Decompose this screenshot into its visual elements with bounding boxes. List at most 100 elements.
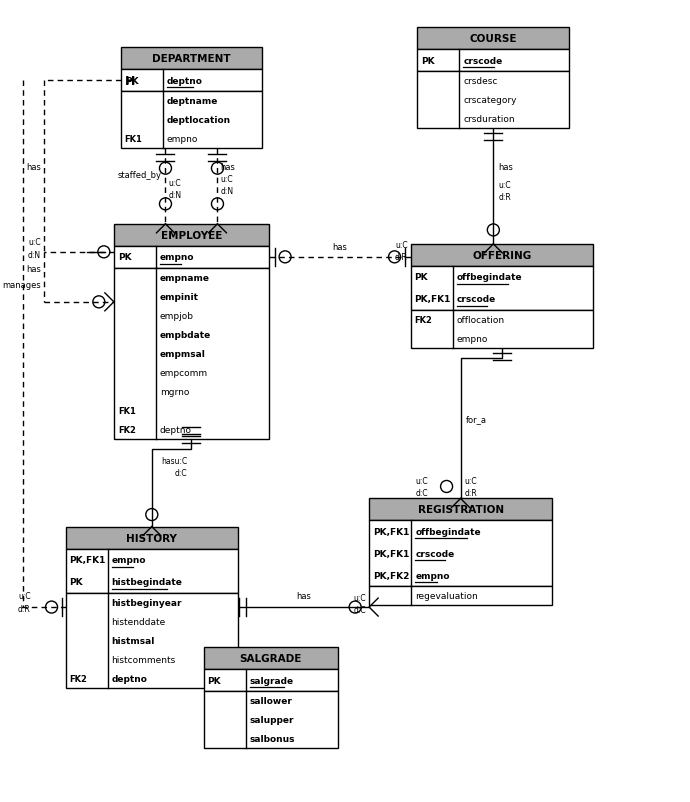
Text: FK1: FK1 [125, 135, 143, 144]
Bar [417, 72, 569, 129]
Text: u:C: u:C [221, 175, 233, 184]
Text: crscode: crscode [415, 549, 455, 558]
Text: histcomments: histcomments [112, 654, 176, 664]
Text: empno: empno [167, 135, 198, 144]
Text: PK: PK [208, 675, 221, 685]
Text: EMPLOYEE: EMPLOYEE [161, 230, 222, 241]
Bar [417, 28, 569, 50]
Bar [114, 246, 269, 269]
Text: PK,FK2: PK,FK2 [373, 571, 410, 580]
Text: crsdesc: crsdesc [464, 77, 497, 86]
Text: PK: PK [70, 577, 83, 586]
Text: histmsal: histmsal [112, 636, 155, 645]
Text: deptname: deptname [167, 97, 218, 106]
Bar [411, 310, 593, 349]
Text: offlocation: offlocation [457, 315, 504, 325]
Bar [66, 527, 238, 549]
Text: COURSE: COURSE [470, 34, 517, 44]
Text: u:C: u:C [498, 180, 511, 189]
Text: empjob: empjob [160, 311, 194, 321]
Text: empinit: empinit [160, 293, 199, 302]
Text: empname: empname [160, 273, 210, 282]
Text: regevaluation: regevaluation [415, 592, 478, 601]
Text: has: has [26, 162, 41, 172]
Text: d:R: d:R [395, 253, 408, 262]
Bar [369, 587, 552, 606]
Text: salupper: salupper [250, 715, 294, 724]
Text: FK1: FK1 [118, 407, 136, 415]
Text: u:C: u:C [464, 476, 477, 485]
Text: crscode: crscode [457, 295, 496, 304]
Text: d:N: d:N [168, 190, 181, 200]
Text: empno: empno [112, 555, 146, 565]
Text: empcomm: empcomm [160, 368, 208, 378]
Text: H: H [125, 75, 135, 87]
Bar [66, 593, 238, 687]
Text: d:N: d:N [221, 186, 234, 196]
Text: mgrno: mgrno [160, 387, 189, 396]
Text: has: has [221, 162, 235, 172]
Text: histenddate: histenddate [112, 617, 166, 626]
Text: crscategory: crscategory [464, 96, 517, 105]
Text: PK: PK [415, 273, 428, 282]
Text: has: has [26, 265, 41, 274]
Bar [121, 92, 262, 149]
Bar [121, 70, 262, 92]
Text: for_a: for_a [466, 414, 486, 423]
Text: histbegindate: histbegindate [112, 577, 182, 586]
Text: FK2: FK2 [415, 315, 433, 325]
Bar [204, 669, 338, 691]
Bar [114, 225, 269, 246]
Text: PK,FK1: PK,FK1 [415, 295, 451, 304]
Text: d:N: d:N [28, 251, 41, 260]
Text: salbonus: salbonus [250, 734, 295, 743]
Text: u:C: u:C [28, 238, 41, 247]
Text: d:R: d:R [18, 604, 31, 613]
Text: REGISTRATION: REGISTRATION [417, 504, 504, 515]
Text: has: has [333, 243, 347, 252]
Text: histbeginyear: histbeginyear [112, 597, 182, 607]
Text: hasu:C: hasu:C [161, 457, 188, 466]
Text: u:C: u:C [353, 593, 366, 602]
Text: deptno: deptno [160, 425, 192, 435]
Text: PK: PK [118, 253, 132, 262]
Text: PK: PK [125, 76, 139, 86]
Bar [411, 245, 593, 266]
Text: DEPARTMENT: DEPARTMENT [152, 54, 230, 64]
Text: manages: manages [2, 281, 41, 290]
Text: staffed_by: staffed_by [117, 170, 161, 180]
Text: PK,FK1: PK,FK1 [373, 527, 410, 537]
Text: d:C: d:C [353, 605, 366, 614]
Text: crscode: crscode [464, 56, 503, 66]
Text: sallower: sallower [250, 696, 293, 705]
Text: deptno: deptno [167, 76, 203, 86]
Bar [369, 499, 552, 520]
Text: offbegindate: offbegindate [457, 273, 522, 282]
Bar [204, 647, 338, 669]
Text: empno: empno [160, 253, 195, 262]
Bar [121, 48, 262, 70]
Text: empmsal: empmsal [160, 350, 206, 358]
Text: crsduration: crsduration [464, 115, 515, 124]
Text: OFFERING: OFFERING [473, 250, 531, 261]
Bar [204, 691, 338, 748]
Text: HISTORY: HISTORY [126, 533, 177, 543]
Text: deptno: deptno [112, 674, 148, 683]
Text: u:C: u:C [395, 241, 408, 250]
Text: empbdate: empbdate [160, 330, 211, 339]
Bar [411, 266, 593, 310]
Text: FK2: FK2 [118, 425, 136, 435]
Text: PK,FK1: PK,FK1 [70, 555, 106, 565]
Bar [369, 520, 552, 587]
Bar [66, 549, 238, 593]
Text: FK2: FK2 [70, 674, 88, 683]
Text: SALGRADE: SALGRADE [239, 653, 302, 663]
Text: empno: empno [457, 334, 488, 343]
Text: has: has [296, 591, 311, 600]
Bar [114, 269, 269, 439]
Text: deptlocation: deptlocation [167, 116, 231, 125]
Text: PK: PK [422, 56, 435, 66]
Bar [417, 50, 569, 72]
Text: d:C: d:C [415, 488, 428, 497]
Text: d:R: d:R [464, 488, 477, 497]
